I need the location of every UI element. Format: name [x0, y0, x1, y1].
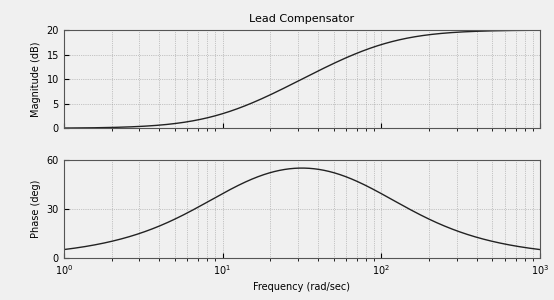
X-axis label: Frequency (rad/sec): Frequency (rad/sec) — [253, 282, 351, 292]
Y-axis label: Magnitude (dB): Magnitude (dB) — [31, 41, 41, 117]
Y-axis label: Phase (deg): Phase (deg) — [31, 180, 41, 238]
Title: Lead Compensator: Lead Compensator — [249, 14, 355, 24]
